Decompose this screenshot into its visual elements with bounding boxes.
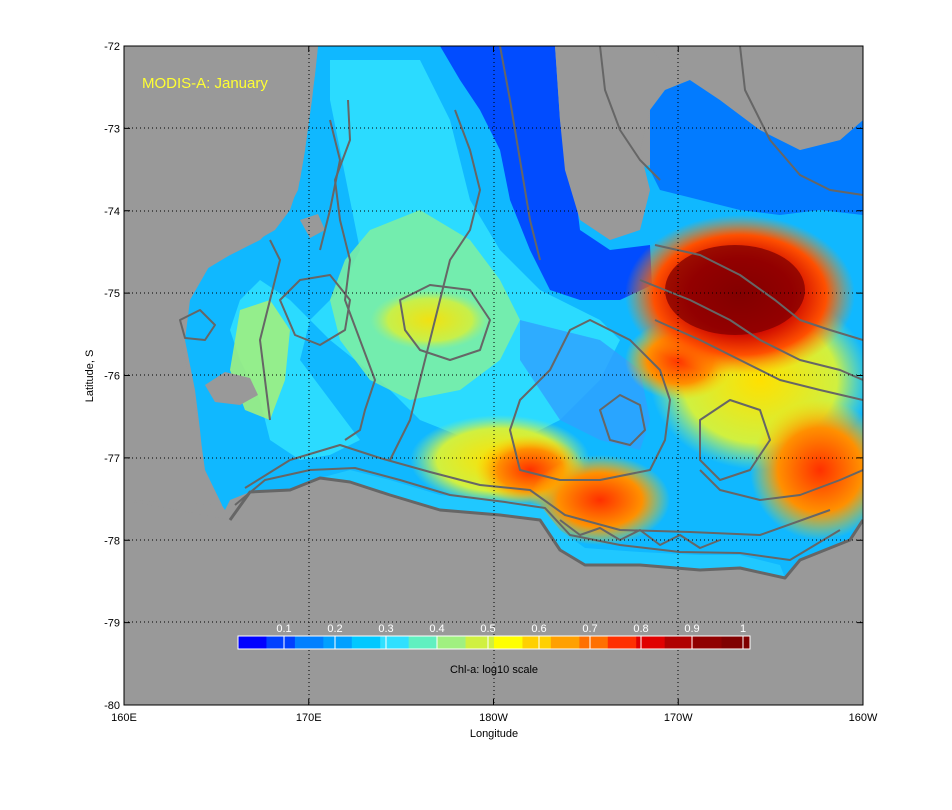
colorbar-tick-label: 0.9 bbox=[684, 623, 699, 635]
colorbar-swatch bbox=[465, 636, 495, 649]
colorbar-tick-label: 0.8 bbox=[633, 623, 648, 635]
land-north-peninsula bbox=[555, 46, 660, 240]
ocean-cyan-south-edge bbox=[320, 470, 785, 578]
colorbar-swatch bbox=[579, 636, 609, 649]
colorbar-tick-label: 0.7 bbox=[582, 623, 597, 635]
x-axis-label: Longitude bbox=[470, 728, 518, 740]
y-tick-label: -76 bbox=[104, 371, 120, 383]
colorbar-tick-label: 0.4 bbox=[429, 623, 444, 635]
colorbar-swatch bbox=[664, 636, 694, 649]
colorbar-tick-label: 1 bbox=[740, 623, 746, 635]
colorbar-tick-label: 0.3 bbox=[378, 623, 393, 635]
x-tick-label: 170E bbox=[296, 712, 322, 724]
colorbar-swatch bbox=[636, 636, 666, 649]
x-tick-label: 160W bbox=[849, 712, 878, 724]
land-victoria-land bbox=[124, 46, 318, 505]
land-northeast bbox=[665, 46, 863, 150]
x-tick-label: 160E bbox=[111, 712, 137, 724]
colorbar-border bbox=[237, 635, 751, 650]
colorbar-tick-label: 0.2 bbox=[327, 623, 342, 635]
colorbar-tick-label: 0.1 bbox=[276, 623, 291, 635]
y-tick-label: -75 bbox=[104, 288, 120, 300]
map-title: MODIS-A: January bbox=[142, 75, 268, 92]
y-tick-label: -80 bbox=[104, 700, 120, 712]
colorbar-label: Chl-a: log10 scale bbox=[450, 664, 538, 676]
y-axis-ticks: -72 -73 -74 -75 -76 -77 -78 -79 -80 bbox=[104, 41, 863, 712]
chl-red-hotspot-core bbox=[665, 245, 805, 335]
y-tick-label: -74 bbox=[104, 206, 120, 218]
colorbar-swatch bbox=[550, 636, 580, 649]
y-tick-label: -73 bbox=[104, 123, 120, 135]
land-coulman-island bbox=[300, 214, 325, 238]
colorbar-swatch bbox=[238, 636, 267, 649]
colorbar-swatch bbox=[607, 636, 637, 649]
colorbar-swatch bbox=[408, 636, 438, 649]
ocean-blue-mid bbox=[520, 320, 650, 450]
colorbar-tick-label: 0.5 bbox=[480, 623, 495, 635]
colorbar-swatch bbox=[522, 636, 552, 649]
colorbar-swatch bbox=[351, 636, 381, 649]
y-tick-label: -77 bbox=[104, 453, 120, 465]
x-axis-ticks: 160E 170E 180W 170W 160W bbox=[111, 46, 878, 724]
colorbar-swatch bbox=[494, 636, 523, 649]
y-tick-label: -72 bbox=[104, 41, 120, 53]
colorbar-swatch bbox=[323, 636, 353, 649]
y-tick-label: -79 bbox=[104, 618, 120, 630]
ocean-blue-northeast bbox=[650, 80, 863, 215]
y-axis-label: Latitude, S bbox=[84, 350, 96, 403]
x-tick-label: 170W bbox=[664, 712, 693, 724]
colorbar-swatch bbox=[380, 636, 410, 649]
colorbar-swatch bbox=[266, 636, 296, 649]
colorbar-swatch bbox=[721, 636, 751, 649]
colorbar: 0.1 0.2 0.3 0.4 0.5 0.6 0.7 0.8 0.9 1 bbox=[237, 623, 751, 650]
bathymetry-contours bbox=[179, 46, 863, 580]
y-tick-label: -78 bbox=[104, 535, 120, 547]
x-tick-label: 180W bbox=[479, 712, 508, 724]
colorbar-tick-label: 0.6 bbox=[531, 623, 546, 635]
chl-orange-patch-southeast bbox=[750, 400, 863, 540]
map-plot-area: 0.1 0.2 0.3 0.4 0.5 0.6 0.7 0.8 0.9 1 Chl-a: log1… bbox=[124, 46, 863, 705]
colorbar-swatch bbox=[437, 636, 467, 649]
ocean-deep-blue-north bbox=[440, 46, 652, 300]
chl-orange-patch-south-2 bbox=[530, 455, 670, 545]
colorbar-swatch bbox=[693, 636, 723, 649]
colorbar-swatch bbox=[294, 636, 324, 649]
land-ross-island bbox=[205, 372, 258, 405]
